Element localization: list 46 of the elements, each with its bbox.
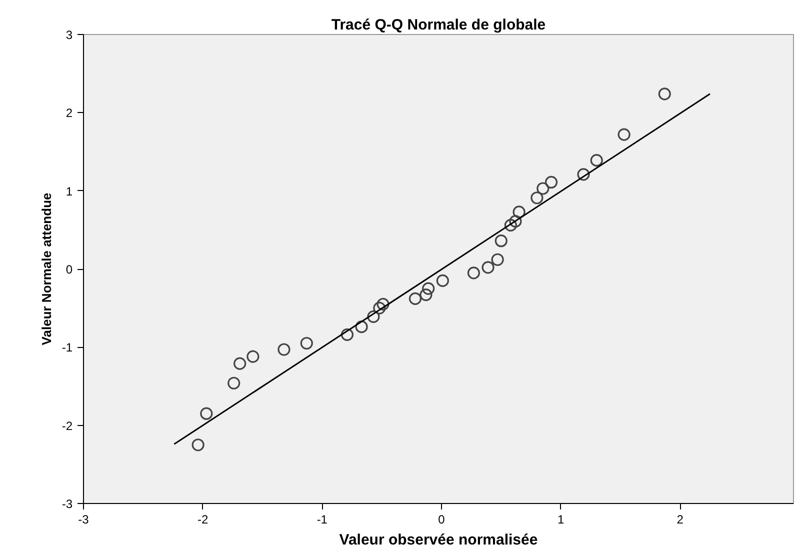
- point: [278, 343, 290, 356]
- x-tick-label: 0: [438, 512, 446, 526]
- point: [618, 128, 630, 141]
- point: [200, 407, 213, 420]
- x-tick-label: -2: [197, 512, 208, 526]
- x-axis-title: Valeur observée normalisée: [339, 532, 538, 548]
- point: [544, 176, 558, 189]
- y-tick-label: 3: [66, 28, 73, 42]
- y-tick-label: -2: [62, 418, 73, 433]
- point: [536, 182, 550, 195]
- y-tick-label: -1: [62, 340, 73, 355]
- y-tick-label: 1: [66, 184, 73, 198]
- point: [504, 218, 517, 232]
- point: [494, 234, 508, 248]
- point: [482, 261, 494, 274]
- point: [512, 206, 526, 218]
- x-tick-label: 1: [557, 512, 564, 526]
- y-tick-label: 2: [66, 106, 73, 120]
- x-tick-label: -3: [78, 512, 90, 526]
- point: [355, 320, 368, 334]
- x-tick-label: -1: [316, 512, 328, 526]
- point: [228, 376, 240, 390]
- point: [373, 302, 386, 314]
- point: [530, 192, 544, 204]
- point: [376, 298, 390, 310]
- point: [367, 310, 380, 323]
- point: [509, 215, 522, 228]
- point: [467, 266, 480, 280]
- point: [340, 328, 354, 341]
- point: [420, 288, 432, 302]
- point: [422, 282, 435, 295]
- point: [436, 274, 449, 288]
- point: [408, 292, 422, 305]
- point: [658, 88, 671, 100]
- point: [192, 438, 204, 452]
- point: [300, 336, 313, 350]
- y-axis-title: Valeur Normale attendue: [38, 192, 54, 346]
- x-tick-label: 2: [676, 512, 684, 526]
- point: [590, 154, 603, 167]
- y-tick-label: -3: [62, 497, 73, 511]
- chart-title: Tracé Q-Q Normale de globale: [331, 16, 546, 34]
- point: [491, 253, 504, 266]
- y-tick-label: 0: [66, 262, 73, 276]
- point: [577, 168, 590, 181]
- point: [234, 357, 246, 370]
- point: [246, 350, 260, 363]
